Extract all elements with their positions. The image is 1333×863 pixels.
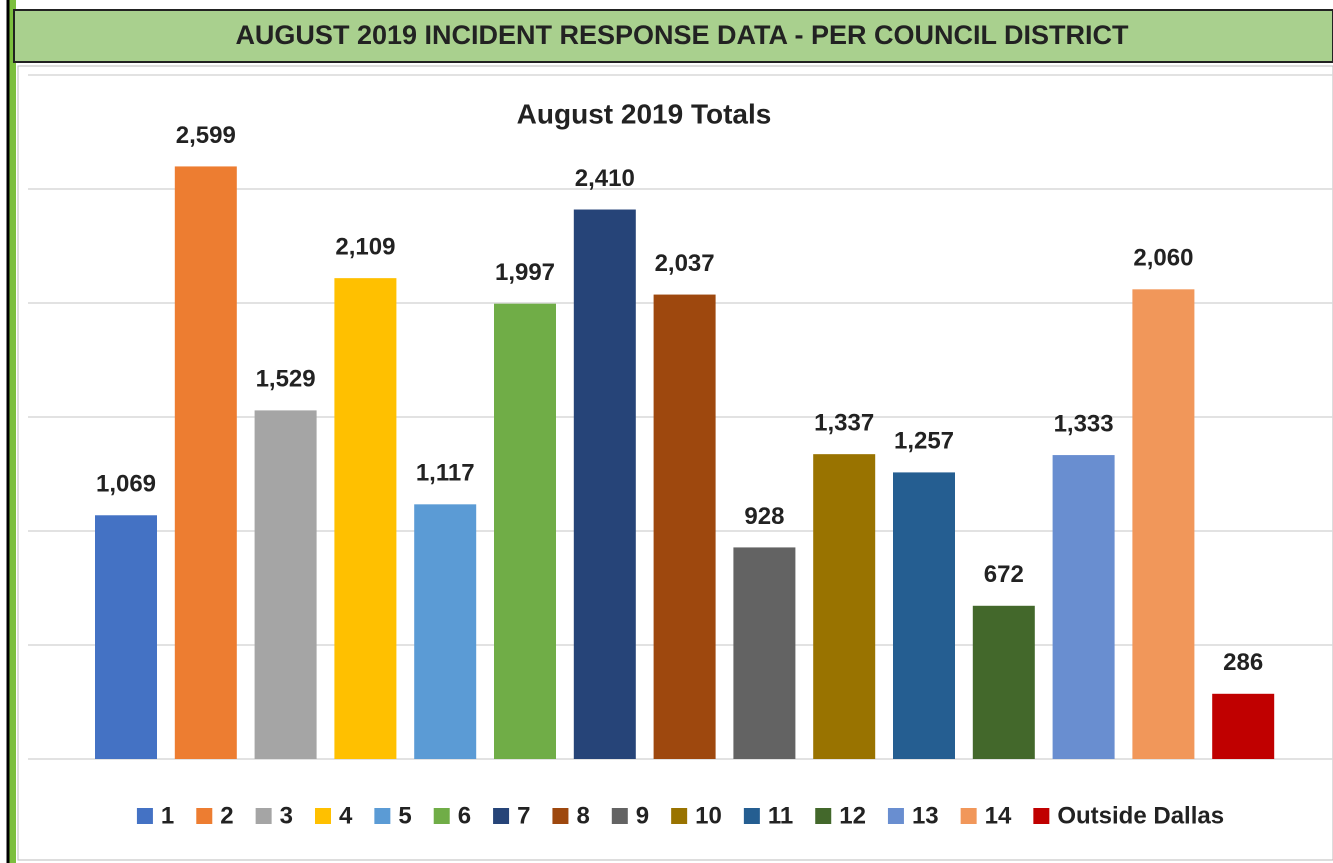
- data-label: 1,529: [256, 366, 316, 393]
- data-label: 928: [744, 503, 784, 530]
- bar: [254, 410, 317, 759]
- legend-swatch: [493, 808, 510, 824]
- left-strip: [8, 0, 16, 863]
- bar: [972, 605, 1035, 759]
- bar: [414, 504, 477, 759]
- legend-label: 2: [220, 802, 233, 829]
- legend-label: 8: [576, 802, 589, 829]
- data-label: 1,257: [894, 428, 954, 455]
- legend-swatch: [815, 808, 832, 824]
- bar: [893, 472, 955, 759]
- legend-label: 6: [458, 802, 471, 829]
- legend-label: 14: [985, 802, 1012, 829]
- chart-title: August 2019 Totals: [517, 98, 772, 129]
- header-band: [13, 9, 1333, 63]
- legend-label: 10: [695, 802, 722, 829]
- legend-swatch: [1033, 808, 1050, 824]
- bar: [1132, 289, 1195, 759]
- legend-label: Outside Dallas: [1057, 802, 1224, 829]
- legend-swatch: [611, 808, 628, 824]
- legend-swatch: [255, 808, 272, 824]
- legend-swatch: [960, 808, 977, 824]
- data-label: 1,069: [96, 471, 156, 498]
- legend-label: 11: [768, 802, 793, 829]
- legend-label: 13: [912, 802, 939, 829]
- bar: [174, 166, 237, 760]
- data-label: 1,117: [416, 460, 475, 487]
- data-label: 2,410: [575, 165, 635, 192]
- legend-swatch: [433, 808, 450, 824]
- legend-swatch: [887, 808, 904, 824]
- bar: [334, 278, 397, 759]
- legend-label: 1: [161, 802, 174, 829]
- bar: [733, 547, 796, 759]
- legend-label: 5: [398, 802, 411, 829]
- bar: [95, 515, 157, 759]
- legend-label: 3: [280, 802, 293, 829]
- data-label: 1,997: [495, 259, 555, 286]
- legend-swatch: [743, 808, 760, 824]
- data-label: 672: [984, 561, 1024, 588]
- legend-swatch: [671, 808, 688, 824]
- data-label: 2,060: [1133, 245, 1193, 272]
- bar: [1212, 693, 1275, 759]
- legend-swatch: [315, 808, 331, 824]
- data-label: 2,599: [176, 122, 236, 149]
- legend-label: 9: [636, 802, 649, 829]
- header-title: AUGUST 2019 INCIDENT RESPONSE DATA - PER…: [235, 20, 1129, 50]
- data-label: 2,109: [335, 233, 395, 260]
- legend-label: 7: [517, 802, 530, 829]
- bar: [813, 454, 876, 759]
- legend-swatch: [552, 808, 569, 824]
- bar: [573, 209, 636, 759]
- legend-label: 12: [839, 802, 866, 829]
- legend-swatch: [196, 808, 213, 824]
- data-label: 1,333: [1054, 410, 1114, 437]
- data-label: 1,337: [814, 410, 874, 437]
- bar: [1052, 455, 1115, 759]
- legend-label: 4: [339, 802, 353, 829]
- data-label: 2,037: [655, 250, 715, 277]
- legend-swatch: [136, 808, 153, 824]
- legend-swatch: [374, 808, 391, 824]
- bar: [653, 294, 716, 759]
- data-label: 286: [1223, 649, 1263, 676]
- bar: [494, 303, 556, 759]
